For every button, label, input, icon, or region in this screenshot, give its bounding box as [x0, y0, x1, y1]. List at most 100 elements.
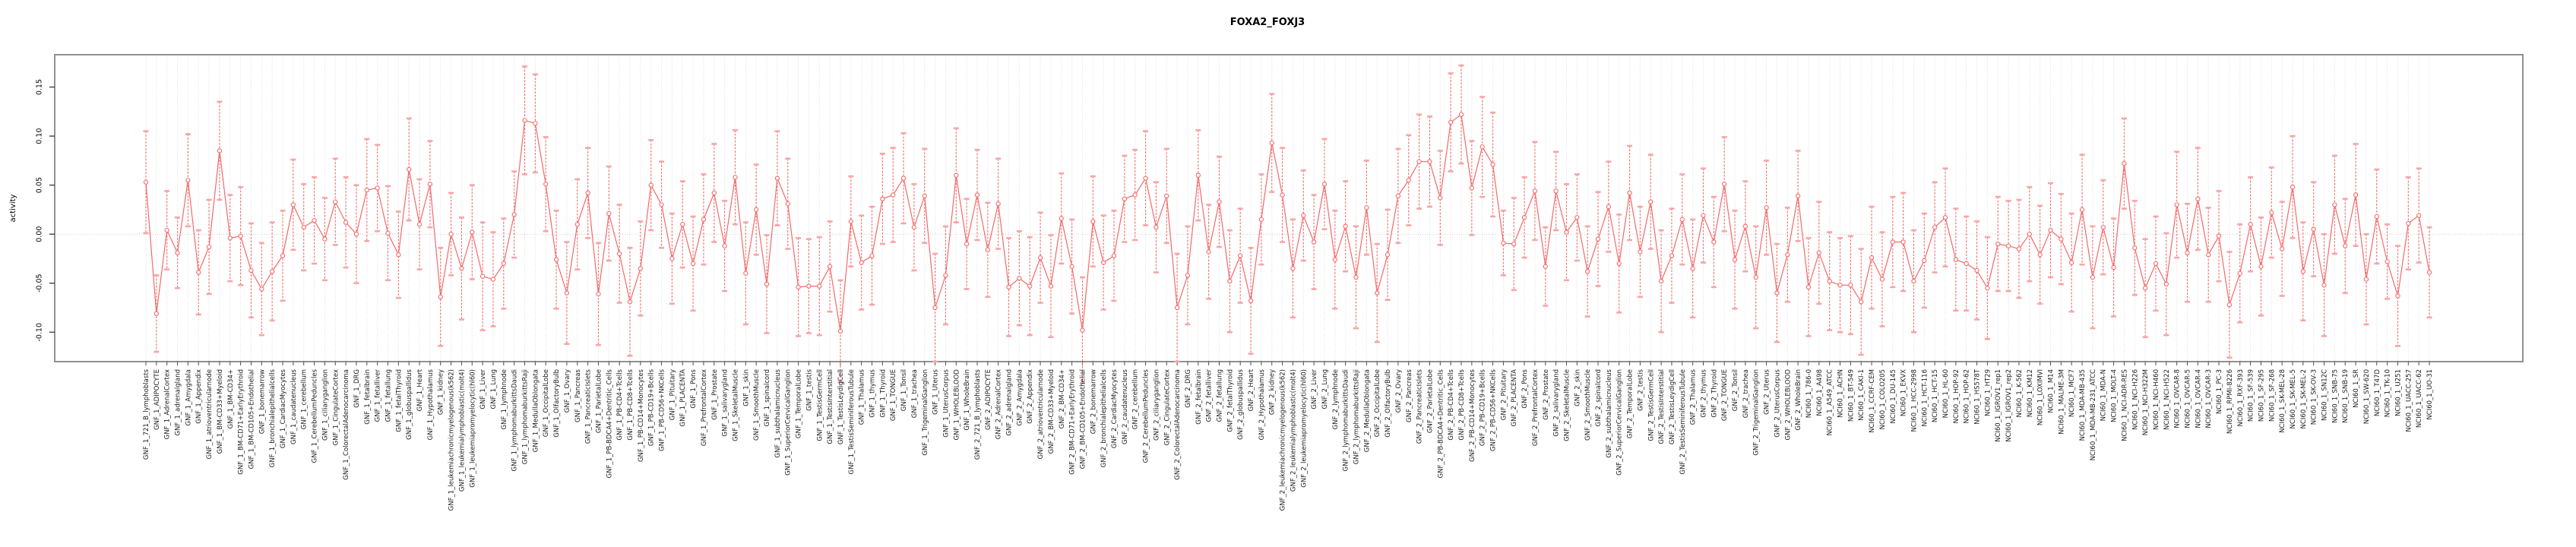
data-point	[2248, 222, 2253, 227]
x-tick-label: GNF_2_SmoothMuscle	[1584, 369, 1592, 441]
x-tick-label: NCI60_1_U251	[2394, 369, 2402, 416]
data-point	[470, 229, 475, 235]
x-tick-label: GNF_2_PrefrontalCortex	[1532, 369, 1540, 446]
x-tick-label: GNF_1_Pituitary	[669, 369, 676, 420]
data-point	[375, 185, 380, 191]
data-point	[1985, 286, 1990, 291]
data-point	[1574, 215, 1580, 220]
x-tick-label: GNF_2_Thyroid	[1710, 369, 1718, 418]
data-point	[954, 172, 959, 178]
error-bars	[143, 64, 2432, 384]
data-point	[416, 222, 422, 227]
x-tick-label: NCI60_1_NCI-H226	[2131, 369, 2139, 430]
x-tick-label: GNF_2_PB-CD8+Tcells	[1458, 368, 1466, 440]
data-point	[2258, 264, 2264, 269]
x-tick-label: NCI60_1_SF-268	[2268, 369, 2276, 422]
series-line	[145, 113, 2430, 332]
y-tick-label: -0.05	[36, 274, 44, 292]
x-tick-label: NCI60_1_SK-MEL-28	[2279, 369, 2286, 433]
x-tick-label: NCI60_1_PC-3	[2216, 369, 2223, 414]
data-point	[1869, 255, 1875, 261]
x-tick-label: NCI60_1_NCI-H322M	[2142, 369, 2150, 435]
data-point	[764, 281, 770, 287]
data-point	[1532, 188, 1538, 194]
x-tick-label: GNF_2_spinalcord	[1595, 369, 1603, 427]
data-point	[1238, 253, 1243, 258]
x-tick-label: GNF_2_skin	[1574, 369, 1581, 406]
x-tick-label: GNF_1_SkeletalMuscle	[732, 369, 739, 441]
x-tick-label: NCI60_1_DU-145	[1890, 369, 1897, 424]
x-tick-label: NCI60_1_SK-MEL-2	[2300, 369, 2308, 428]
x-tick-label: GNF_2_DRG	[1185, 369, 1192, 408]
data-point	[785, 201, 790, 207]
x-tick-label: GNF_2_Liver	[1311, 368, 1318, 409]
x-tick-label: NCI60_1_MDA-MB-435	[2079, 369, 2087, 441]
data-point	[1132, 192, 1138, 198]
data-point	[606, 210, 612, 217]
data-point	[1690, 266, 1695, 271]
data-point	[448, 232, 454, 237]
data-point	[2016, 246, 2022, 251]
data-point	[407, 166, 412, 172]
data-point	[1932, 225, 1938, 230]
data-point	[353, 232, 359, 237]
data-point	[1206, 249, 1211, 255]
x-tick-label: GNF_2_leukemiachronicmyelogenous(k562)	[1280, 369, 1287, 511]
x-tick-label: GNF_2_thymus	[1701, 368, 1708, 417]
data-point	[1164, 193, 1169, 199]
x-tick-label: NCI60_1_MDA-MB-231_ATCC	[2090, 369, 2097, 460]
x-tick-label: GNF_2_lymphomaburkittsRaji	[1353, 369, 1361, 464]
x-tick-label: GNF_1_PB-BDCA4+Dentritic_Cells	[606, 368, 613, 478]
data-point	[1290, 266, 1296, 271]
data-point	[806, 283, 812, 289]
x-tick-label: NCI60_1_IGROV1_rep2	[2005, 369, 2013, 442]
x-tick-label: GNF_1_BM-CD105+Endothelial	[248, 369, 255, 469]
x-tick-label: GNF_1_TestisInterstitial	[827, 369, 834, 444]
data-point	[585, 190, 590, 196]
x-tick-label: GNF_2_WHOLEBLOOD	[1784, 369, 1792, 441]
x-tick-label: GNF_1_fetalThyroid	[395, 369, 403, 432]
x-tick-label: NCI60_1_UO-31	[2426, 369, 2434, 420]
x-tick-label: GNF_2_trachea	[1742, 369, 1750, 418]
data-point	[1395, 193, 1401, 199]
x-tick-label: GNF_2_Tonsil	[1732, 369, 1739, 411]
x-tick-label: GNF_2_lymphomaburkittsDaudi	[1343, 369, 1350, 471]
x-tick-label: GNF_2_subthalamicnucleus	[1606, 368, 1613, 457]
x-tick-label: NCI60_1_HCT-15	[1932, 369, 1939, 422]
x-tick-label: GNF_2_TestisSeminiferousTubule	[1679, 369, 1687, 475]
data-point	[2279, 246, 2285, 251]
x-tick-label: GNF_2_caudatenucleus	[1122, 368, 1129, 444]
data-point	[733, 175, 738, 180]
data-point	[1658, 279, 1664, 284]
data-point	[659, 202, 664, 207]
data-point	[869, 253, 875, 258]
data-point	[1311, 239, 1317, 245]
data-point	[574, 222, 580, 227]
x-tick-label: NCI60_1_SF-539	[2248, 369, 2255, 422]
x-tick-label: GNF_1_Amygdala	[185, 369, 192, 425]
data-point	[1964, 261, 1969, 267]
x-tick-label: NCI60_1_SF-295	[2258, 369, 2265, 422]
x-tick-label: GNF_2_CingulateCortex	[1163, 369, 1171, 445]
x-tick-label: GNF_2_adrenalgland	[1006, 369, 1014, 436]
x-tick-label: GNF_2_OlfactoryBulb	[1385, 369, 1392, 438]
x-tick-label: GNF_2_PB-CD56+NKCells	[1490, 368, 1498, 451]
data-point	[312, 217, 317, 223]
data-point	[2269, 210, 2274, 215]
x-tick-label: GNF_2_Hypothalamus	[1258, 368, 1266, 440]
x-tick-label: GNF_1_CingulateCortex	[332, 369, 340, 445]
data-point	[932, 305, 938, 311]
data-point	[1479, 144, 1485, 150]
data-point	[837, 328, 843, 334]
x-tick-label: GNF_2_SkeletalMuscle	[1563, 369, 1571, 441]
x-tick-label: GNF_2_BM-CD105+Endothelial	[1079, 369, 1087, 469]
x-tick-label: GNF_1_globuspallidus	[406, 368, 413, 439]
x-tick-label: GNF_1_skin	[742, 369, 750, 406]
data-point	[2426, 270, 2432, 275]
data-point	[1627, 190, 1632, 196]
x-tick-label: GNF_1_TestisSeminiferousTubule	[848, 369, 856, 475]
data-point	[1827, 279, 1832, 284]
data-point	[364, 187, 369, 193]
data-point	[522, 118, 527, 123]
data-point	[153, 311, 159, 316]
